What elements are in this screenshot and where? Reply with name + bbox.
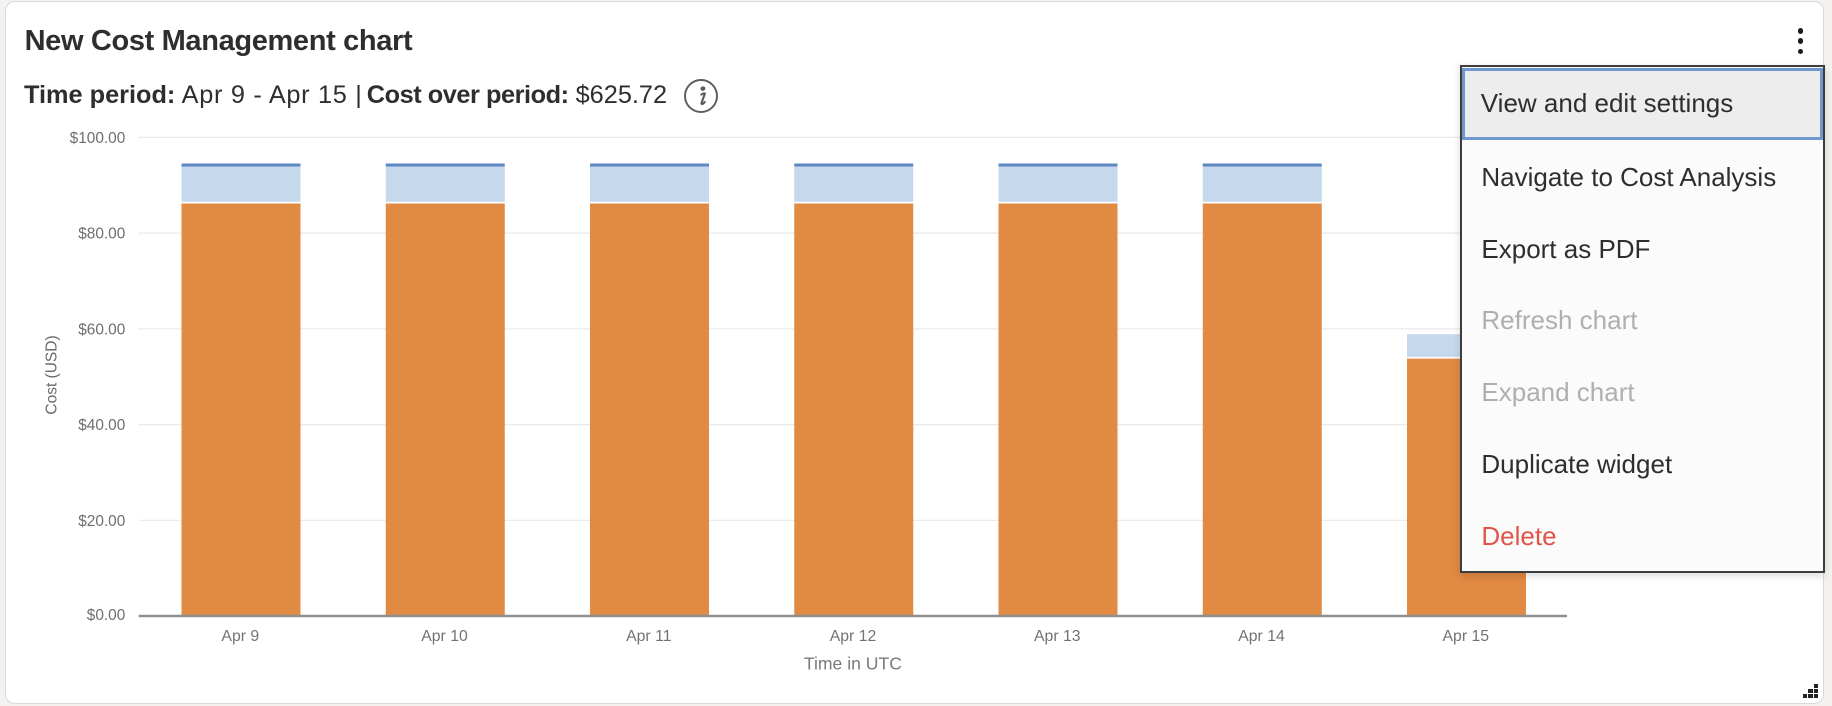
svg-text:$60.00: $60.00 [78,321,125,338]
svg-text:Cost (USD): Cost (USD) [44,335,61,414]
svg-text:$20.00: $20.00 [78,513,125,530]
svg-text:Apr 14: Apr 14 [1238,628,1285,645]
svg-text:Apr 15: Apr 15 [1443,628,1490,645]
svg-text:$40.00: $40.00 [78,417,125,434]
svg-text:Time in UTC: Time in UTC [804,654,902,674]
svg-text:Apr 11: Apr 11 [626,628,672,645]
svg-text:$80.00: $80.00 [78,226,125,243]
svg-text:Apr 9: Apr 9 [221,628,259,645]
svg-text:Apr 13: Apr 13 [1034,628,1081,645]
svg-text:Apr 10: Apr 10 [421,628,468,645]
svg-text:$0.00: $0.00 [87,607,126,624]
svg-text:Apr 12: Apr 12 [830,628,877,645]
svg-text:$100.00: $100.00 [70,130,126,147]
